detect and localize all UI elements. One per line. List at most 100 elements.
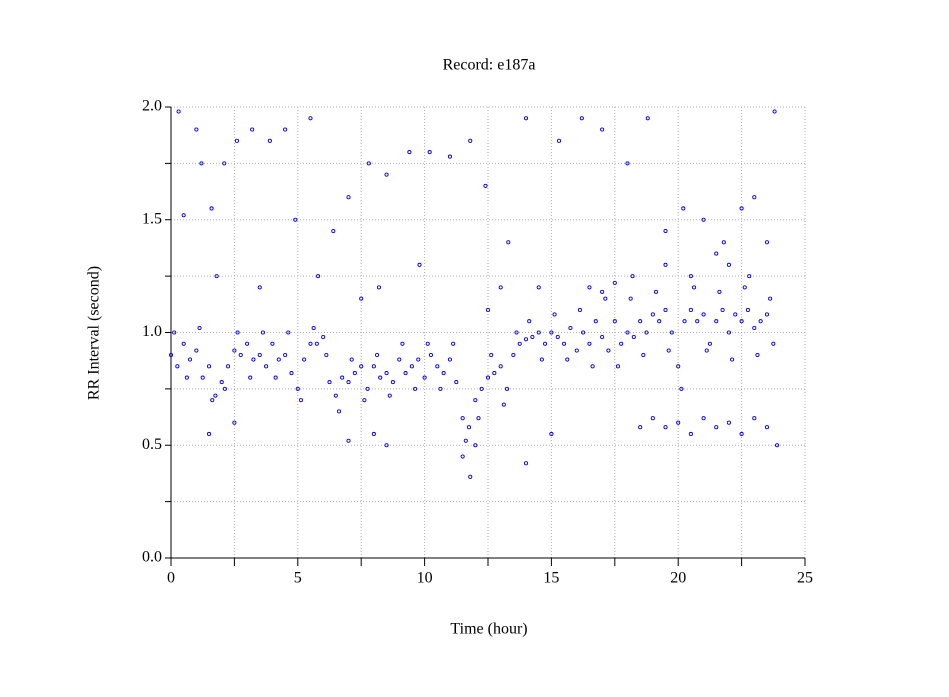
point — [771, 341, 776, 346]
x-tick-label: 0 — [167, 570, 175, 587]
point — [742, 285, 747, 290]
point — [175, 364, 180, 369]
point — [504, 386, 510, 391]
point — [720, 307, 725, 313]
point — [397, 357, 402, 362]
point — [416, 357, 421, 362]
point — [653, 289, 659, 294]
y-tick-label: 0.5 — [142, 436, 162, 453]
point — [638, 319, 643, 324]
point — [468, 474, 473, 479]
point — [214, 274, 219, 279]
point — [625, 330, 630, 335]
point — [755, 352, 760, 358]
point — [293, 217, 298, 222]
point — [454, 380, 459, 385]
point — [222, 161, 227, 166]
point — [234, 138, 239, 143]
point — [600, 334, 605, 340]
point — [701, 217, 706, 222]
point — [311, 325, 316, 331]
point — [590, 364, 595, 369]
point — [745, 307, 750, 313]
point — [577, 307, 582, 313]
point — [726, 420, 731, 425]
point — [688, 274, 693, 279]
point — [435, 364, 440, 369]
point — [726, 330, 731, 335]
point — [197, 325, 202, 331]
point — [506, 240, 511, 245]
point — [295, 386, 300, 391]
point — [692, 285, 697, 290]
point — [384, 172, 389, 177]
point — [359, 364, 364, 369]
point — [403, 371, 408, 376]
point — [199, 161, 204, 166]
point — [676, 420, 681, 425]
point — [603, 296, 608, 301]
point — [764, 425, 770, 430]
point — [483, 183, 488, 188]
point — [539, 357, 544, 362]
point — [473, 398, 478, 403]
point — [400, 341, 405, 346]
point — [331, 228, 336, 234]
point — [181, 341, 186, 346]
point — [366, 161, 371, 166]
point — [527, 319, 532, 324]
point — [267, 138, 272, 143]
point — [273, 375, 278, 380]
point — [324, 352, 329, 358]
point — [549, 431, 554, 437]
point — [657, 319, 662, 324]
point — [181, 213, 186, 218]
point — [473, 443, 478, 448]
point — [587, 341, 592, 346]
point — [721, 240, 726, 245]
point — [251, 357, 256, 362]
point — [650, 416, 655, 421]
point — [460, 416, 465, 421]
point — [264, 364, 269, 369]
point — [663, 425, 668, 430]
point — [384, 443, 389, 448]
point — [666, 348, 671, 353]
x-tick-label: 25 — [797, 570, 813, 587]
point — [374, 352, 380, 358]
point — [378, 375, 383, 380]
y-tick-label: 1.0 — [142, 323, 162, 340]
point — [726, 262, 731, 267]
point — [289, 371, 294, 376]
point — [701, 312, 706, 317]
point — [238, 352, 243, 358]
point — [340, 375, 345, 380]
point — [492, 371, 497, 376]
point — [565, 357, 570, 362]
point — [739, 319, 744, 324]
point — [232, 420, 237, 425]
point — [206, 364, 212, 369]
point — [172, 330, 177, 335]
x-tick-label: 20 — [670, 570, 686, 587]
point — [384, 371, 389, 376]
point — [630, 274, 635, 279]
point — [514, 330, 519, 335]
point — [517, 341, 522, 346]
point — [758, 319, 763, 324]
point — [717, 289, 722, 294]
point — [485, 375, 491, 380]
point — [663, 228, 668, 234]
point — [679, 386, 684, 391]
point — [612, 319, 617, 324]
point — [650, 312, 655, 317]
point — [210, 398, 215, 403]
point — [250, 127, 255, 132]
point — [733, 312, 738, 317]
point — [485, 307, 491, 313]
y-axis-label: RR Interval (second) — [86, 266, 103, 400]
point — [187, 357, 193, 362]
point — [714, 319, 719, 324]
point — [752, 416, 757, 421]
point — [523, 461, 529, 466]
